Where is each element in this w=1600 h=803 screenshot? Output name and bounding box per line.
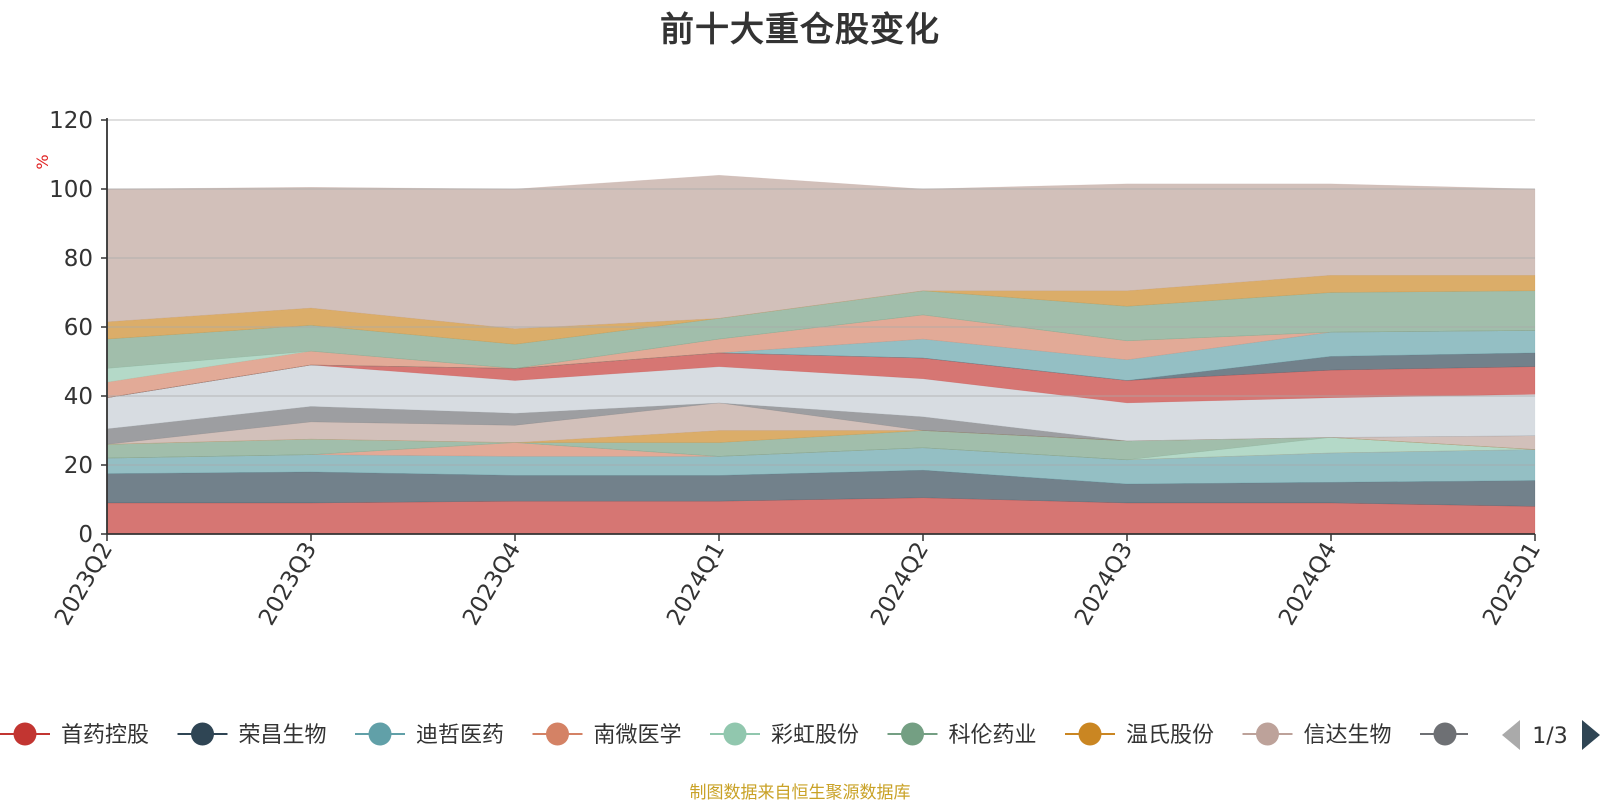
x-tick-label: 2024Q2 [866, 538, 934, 630]
legend-marker-icon [1256, 722, 1279, 746]
legend-item[interactable]: 温氏股份 [1065, 722, 1214, 749]
y-tick-label: 40 [64, 384, 93, 410]
y-tick-label: 80 [64, 246, 93, 272]
legend-item[interactable]: 科伦药业 [887, 722, 1037, 749]
x-tick-label: 2023Q2 [50, 538, 118, 630]
legend-item[interactable]: 南微医学 [532, 722, 682, 749]
chart-title: 前十大重仓股变化 [660, 10, 940, 50]
area-series-10 [106, 352, 1536, 404]
legend-marker-icon [191, 722, 214, 746]
legend-marker-icon [901, 722, 924, 746]
legend-label: 南微医学 [594, 723, 682, 748]
area-series-0 [106, 497, 1536, 535]
y-tick-label: 60 [64, 315, 93, 341]
legend: 首药控股 荣昌生物 迪哲医药 南微医学 彩虹股份 科伦药业 温氏股份 信达生物 海 [0, 722, 1503, 749]
legend-label: 迪哲医药 [416, 723, 504, 748]
area-series-12 [106, 330, 1536, 398]
legend-label: 首药控股 [61, 723, 149, 748]
x-tick-label: 2024Q3 [1070, 538, 1138, 630]
legend-page-indicator: 1/3 [1532, 724, 1567, 749]
x-tick-label: 2023Q3 [254, 538, 322, 630]
data-source-note: 制图数据来自恒生聚源数据库 [689, 783, 911, 803]
areas-layer [106, 174, 1536, 535]
legend-marker-icon [1078, 722, 1102, 746]
x-tick-label: 2024Q4 [1274, 538, 1342, 630]
y-tick-label: 0 [78, 522, 93, 548]
legend-item[interactable]: 迪哲医药 [355, 722, 504, 749]
area-series-17 [106, 174, 1536, 329]
y-tick-label: 100 [49, 177, 93, 203]
legend-marker-icon [1433, 722, 1457, 746]
y-axis-label: % [33, 154, 52, 169]
legend-item[interactable]: 荣昌生物 [177, 722, 327, 749]
legend-item[interactable]: 信达生物 [1242, 722, 1392, 749]
grid-layer [107, 119, 1535, 466]
legend-next-page-icon[interactable] [1582, 720, 1600, 750]
legend-marker-icon [546, 722, 569, 746]
legend-item[interactable]: 海 [1420, 722, 1503, 749]
legend-label: 信达生物 [1304, 723, 1392, 748]
area-series-8 [106, 402, 1536, 445]
legend-item[interactable]: 首药控股 [0, 722, 149, 749]
y-tick-label: 120 [49, 108, 93, 134]
legend-label: 荣昌生物 [239, 723, 327, 748]
legend-label: 海 [1481, 723, 1503, 748]
legend-item[interactable]: 彩虹股份 [710, 722, 859, 749]
x-tick-label: 2023Q4 [458, 538, 526, 630]
legend-label: 彩虹股份 [771, 723, 859, 748]
y-tick-label: 20 [64, 453, 93, 479]
x-tick-label: 2025Q1 [1478, 538, 1546, 630]
legend-label: 科伦药业 [949, 723, 1037, 748]
legend-prev-page-icon[interactable] [1502, 720, 1520, 750]
legend-pager: 1/3 [1502, 720, 1600, 750]
legend-label: 温氏股份 [1126, 723, 1214, 748]
x-tick-label: 2024Q1 [662, 538, 730, 630]
legend-marker-icon [13, 722, 37, 746]
legend-marker-icon [723, 722, 747, 746]
area-series-11 [106, 352, 1536, 398]
legend-marker-icon [368, 722, 392, 746]
